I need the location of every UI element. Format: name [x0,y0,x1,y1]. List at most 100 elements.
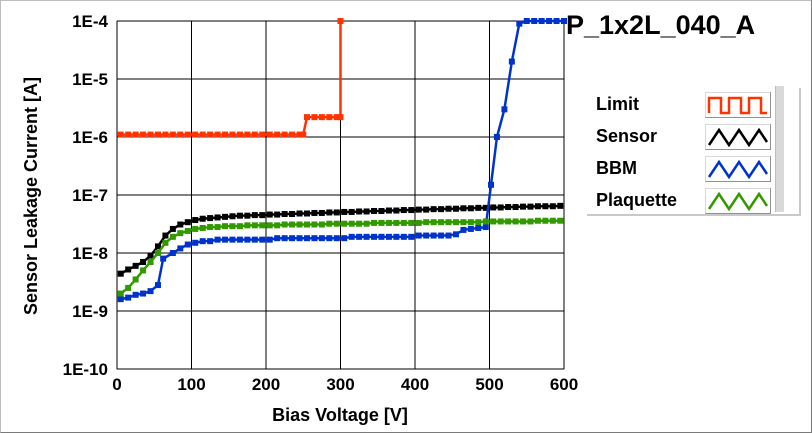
data-point [553,18,560,24]
data-point [378,207,385,214]
data-point [445,219,452,226]
data-point [117,296,124,303]
legend-label: Sensor [596,126,658,146]
legend: Limit Sensor BBM Plaquette [585,86,799,214]
data-point [505,204,512,211]
legend-swatch[interactable] [705,124,771,150]
legend-line-sample [707,127,769,148]
data-point [326,235,333,242]
data-point [423,206,430,213]
data-point [192,217,199,224]
data-point [542,217,549,224]
x-tick-label: 600 [550,375,578,394]
data-point [162,131,169,138]
data-point [378,233,385,240]
legend-swatch[interactable] [705,188,771,214]
data-point [259,236,266,243]
legend-swatch[interactable] [705,156,771,182]
data-point [132,291,139,298]
legend-item-limit[interactable]: Limit [585,90,791,120]
data-point [497,204,504,211]
data-point [371,207,378,214]
data-point [289,131,296,138]
data-point [393,219,400,226]
data-point [132,262,139,269]
data-point [348,220,355,227]
data-point [527,203,534,210]
data-point [274,222,281,229]
data-point [281,221,288,228]
y-tick-label: 1E-10 [63,360,108,379]
data-point [415,232,422,239]
data-point [356,233,363,240]
data-point [512,204,519,211]
data-point [184,241,191,248]
data-point [341,208,348,215]
data-point [207,238,214,245]
legend-item-plaquette[interactable]: Plaquette [585,186,791,216]
data-point [229,236,236,243]
legend-swatch[interactable] [705,92,771,118]
y-tick-label: 1E-6 [72,128,108,147]
data-point [222,236,229,243]
data-point [475,224,482,231]
data-point [169,250,176,256]
data-point [318,114,325,121]
data-point [281,235,288,242]
data-point [259,222,266,229]
legend-item-bbm[interactable]: BBM [585,154,791,184]
data-point [236,212,243,219]
data-point [452,231,459,238]
data-point [348,233,355,240]
data-point [266,131,273,138]
data-point [296,235,303,242]
data-point [493,134,500,140]
data-point [274,131,281,138]
data-point [337,114,344,121]
data-point [348,208,355,215]
y-axis-label: Sensor Leakage Current [A] [21,77,41,315]
data-point [192,239,199,246]
legend-scroll-tab[interactable] [775,86,784,212]
data-point [169,131,176,138]
data-point [244,236,251,243]
x-tick-label: 100 [177,375,205,394]
data-point [289,221,296,228]
x-tick-label: 300 [326,375,354,394]
data-point [162,239,169,246]
data-point [177,230,184,237]
data-point [460,205,467,212]
data-point [487,181,494,188]
legend-item-sensor[interactable]: Sensor [585,122,791,152]
tick-labels: 0 100 200 300 400 500 600 1E-4 1E-5 1E-6 1E-7 1E-8 1… [63,12,579,394]
data-point [497,218,504,225]
data-point [296,210,303,217]
data-point [549,203,556,210]
data-point [199,224,206,231]
data-point [400,219,407,226]
data-point [460,219,467,226]
data-point [542,203,549,210]
data-point [512,218,519,225]
data-point [415,206,422,213]
data-point [251,236,258,243]
data-point [169,225,176,232]
data-point [222,131,229,138]
data-point [132,276,139,283]
data-point [160,255,167,262]
data-point [430,206,437,213]
data-point [385,233,392,240]
data-point [169,233,176,240]
data-point [318,235,325,242]
data-point [531,18,538,24]
data-point [400,207,407,214]
data-point [561,18,567,24]
data-point [199,131,206,138]
data-point [490,204,497,211]
series-plaquette [117,217,564,297]
data-point [154,243,161,250]
data-point [266,211,273,218]
data-point [207,224,214,231]
data-point [393,207,400,214]
data-point [430,219,437,226]
